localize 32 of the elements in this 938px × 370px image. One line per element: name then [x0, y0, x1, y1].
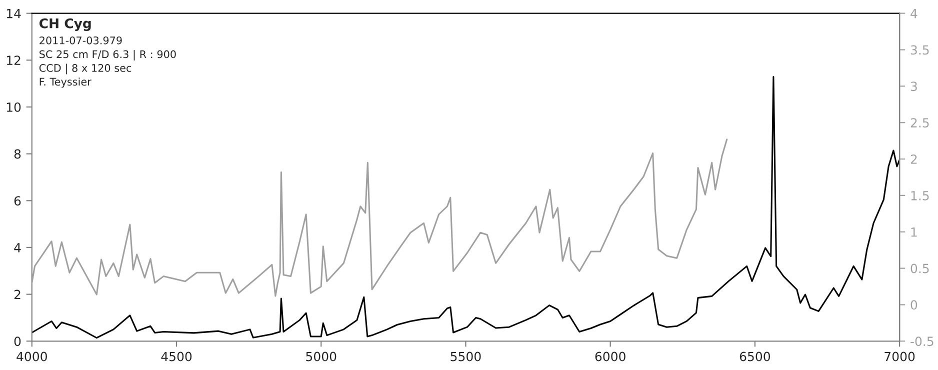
y2-tick-label: 0	[910, 300, 918, 310]
x-tick-label: 5000	[306, 352, 336, 362]
annotation: CCD | 8 x 120 sec	[39, 64, 132, 74]
y-tick-label: 4	[14, 243, 21, 252]
line-series	[32, 76, 900, 339]
y-tick-label: 0	[14, 336, 21, 346]
y-tick-label: 6	[14, 196, 21, 206]
x-tick-label: 5500	[450, 352, 481, 362]
line-series	[32, 138, 728, 297]
y2-tick-label: 1	[911, 228, 917, 237]
annotation: 2011-07-03.979	[40, 36, 122, 44]
x-tick-label: 6000	[595, 352, 626, 362]
x-tick-label: 6500	[740, 352, 770, 362]
y2-tick-label: 2.5	[910, 118, 929, 128]
annotation: F. Teyssier	[40, 78, 92, 88]
y2-tick-label: 3.5	[910, 45, 929, 55]
y2-tick-label: 1.5	[911, 191, 929, 200]
y-tick-label: 14	[6, 8, 21, 18]
y2-tick-label: 3	[910, 82, 917, 92]
x-tick-label: 4500	[161, 352, 192, 362]
y2-tick-label: 4	[910, 8, 918, 18]
y-tick-label: 12	[6, 56, 20, 65]
y2-tick-label: -0.5	[910, 336, 934, 346]
x-tick-label: 7000	[884, 352, 915, 362]
x-tick-label: 4000	[16, 352, 47, 362]
annotation: SC 25 cm F/D 6.3 | R : 900	[40, 50, 176, 60]
chart-title: CH Cyg	[39, 18, 91, 32]
y2-tick-label: 2	[910, 154, 917, 164]
y-tick-label: 2	[14, 290, 20, 300]
y2-tick-label: 0.5	[910, 264, 929, 274]
y-tick-label: 8	[14, 149, 21, 159]
y-tick-label: 10	[6, 102, 21, 112]
